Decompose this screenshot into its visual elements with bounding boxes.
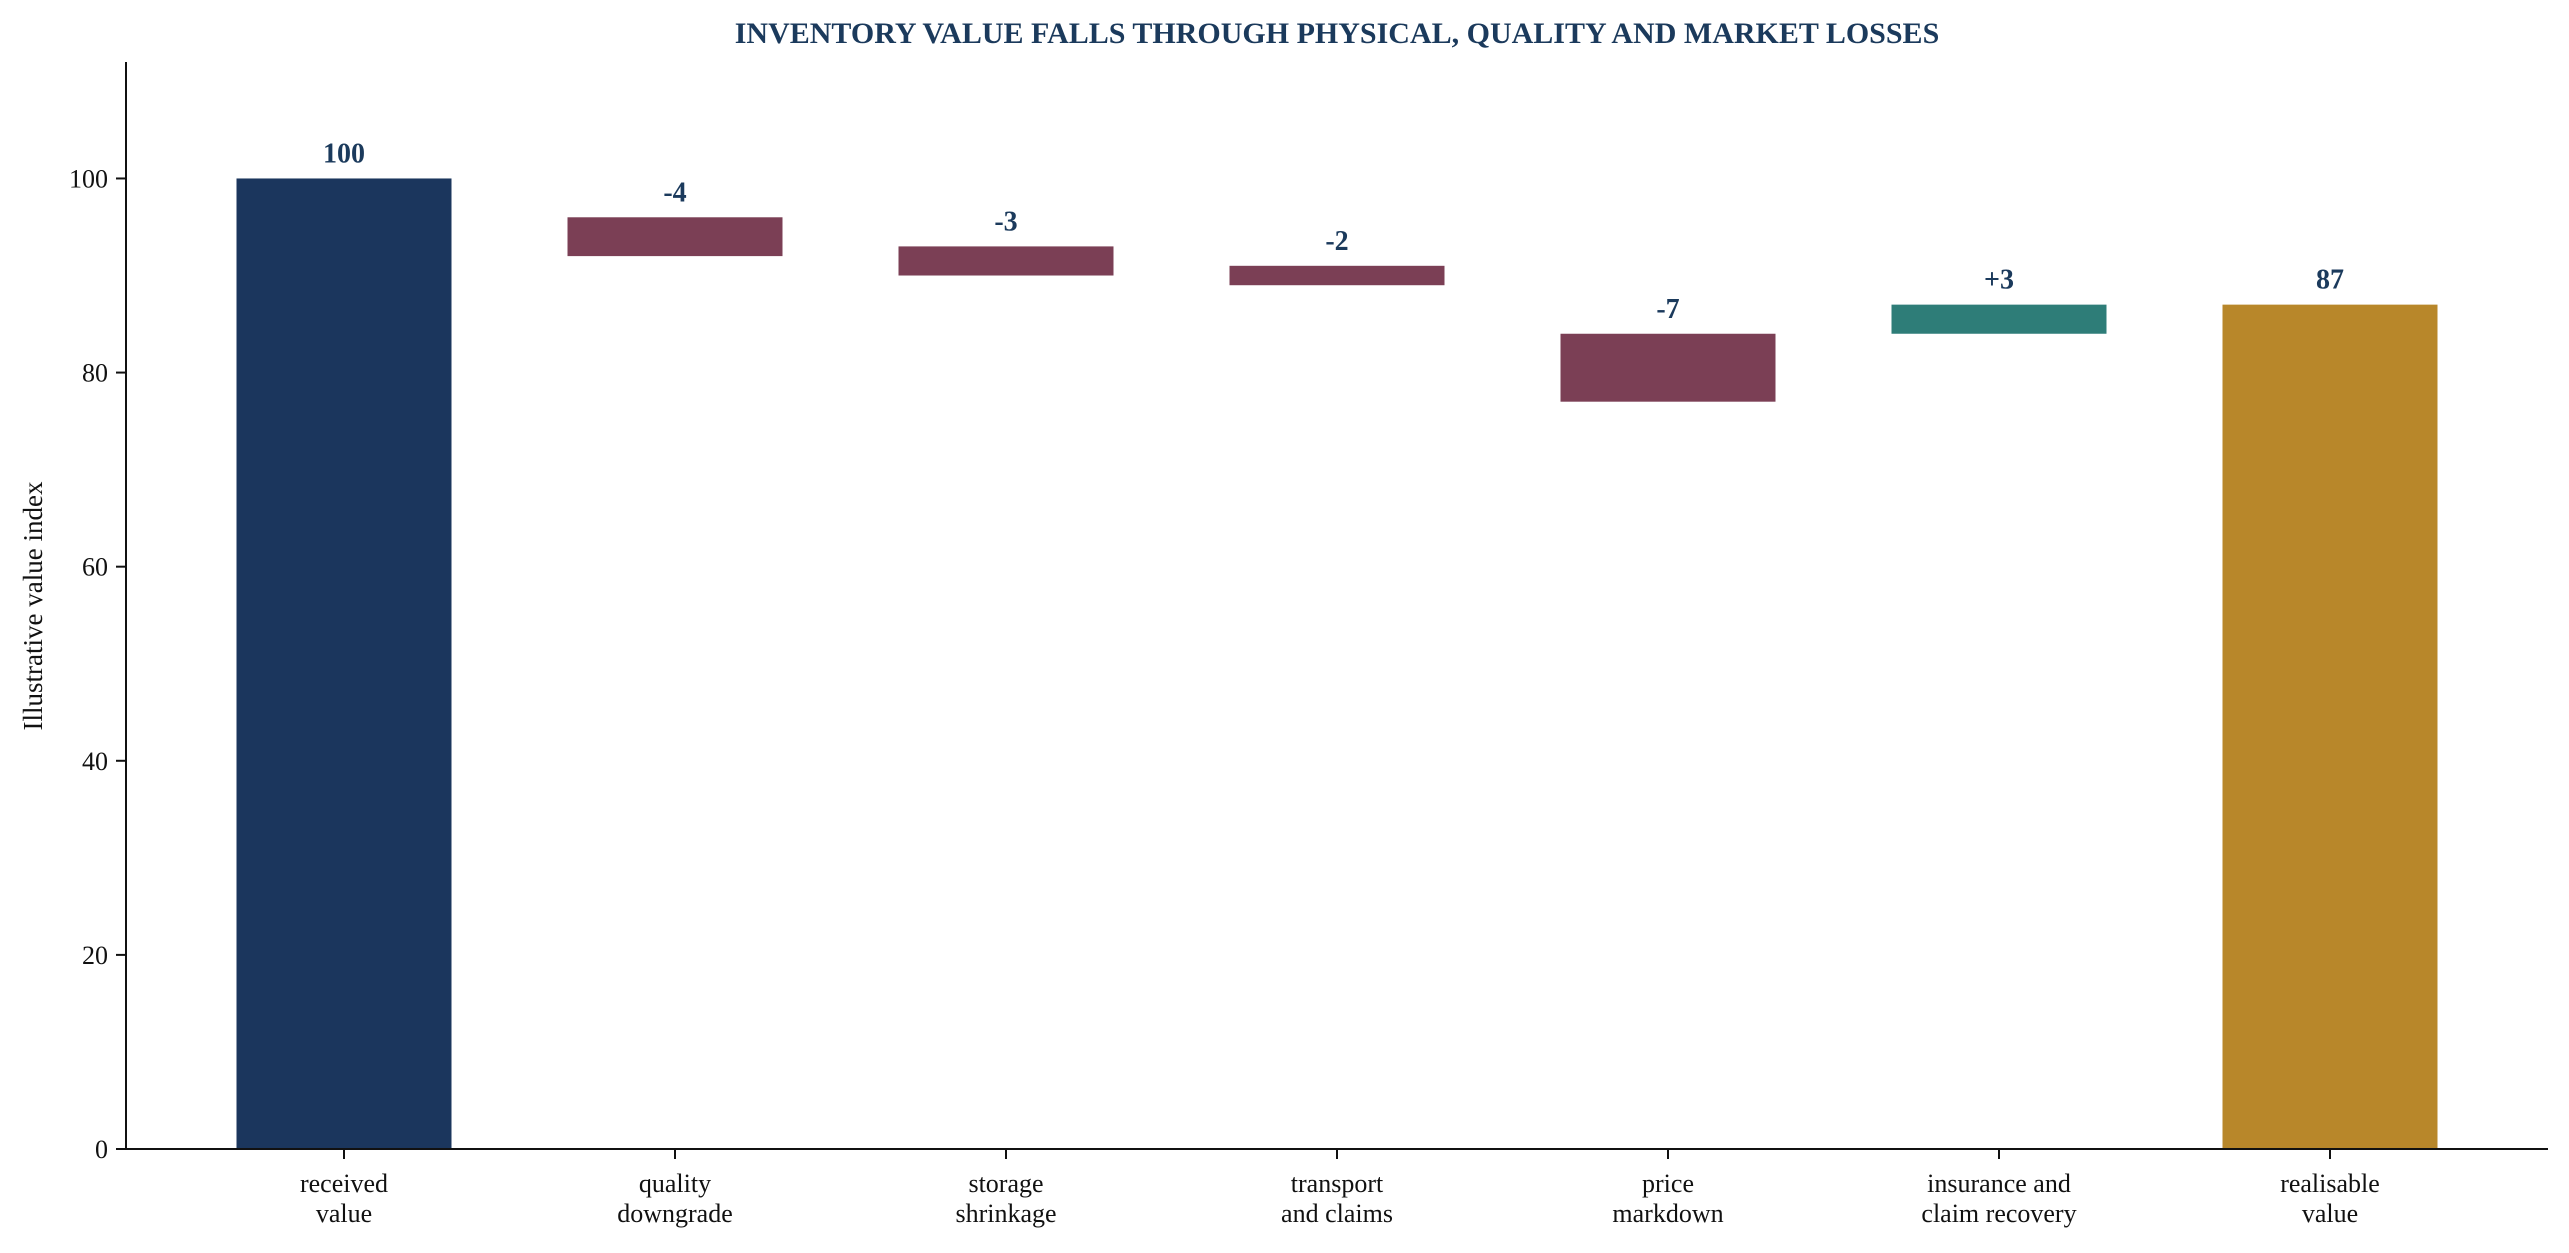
x-tick-label-line: transport [1291,1169,1384,1198]
data-label-2: -4 [663,177,686,208]
x-tick-label-line: shrinkage [955,1199,1056,1228]
data-label-7: 87 [2316,265,2344,296]
bar-6 [1891,304,2107,334]
data-label-1: 100 [323,138,365,169]
x-tick-label-line: downgrade [617,1199,733,1228]
x-tick-label-line: price [1642,1169,1694,1198]
x-tick-label-5: price markdown [1612,1169,1723,1228]
y-tick-label-80: 80 [82,359,108,388]
y-tick-label-60: 60 [82,553,108,582]
bar-2 [567,217,783,257]
data-label-5: -7 [1656,294,1679,325]
y-axis-label-group: Illustrative value index [18,481,48,730]
data-label-6: +3 [1984,265,2014,296]
x-tick-label-3: storage shrinkage [955,1169,1056,1228]
x-tick-label-line: claim recovery [1921,1199,2076,1228]
x-tick-label-line: insurance and [1927,1169,2071,1198]
x-tick-label-line: received [300,1169,388,1198]
data-label-4: -2 [1325,226,1348,257]
x-tick-label-line: storage [968,1169,1043,1198]
x-tick-label-line: quality [639,1169,711,1198]
bar-7 [2222,304,2438,1150]
y-tick-label-100: 100 [69,164,108,193]
x-tick-label-4: transport and claims [1281,1169,1393,1228]
x-tick-label-line: value [316,1199,372,1228]
y-tick-label-0: 0 [95,1135,108,1164]
x-tick-label-6: insurance and claim recovery [1921,1169,2076,1228]
x-tick-label-2: quality downgrade [617,1169,733,1228]
chart-title: INVENTORY VALUE FALLS THROUGH PHYSICAL, … [735,17,1940,50]
bar-1 [236,178,452,1149]
bars [236,178,2438,1150]
y-axis: 0 20 40 60 80 100 [69,62,127,1164]
bar-5 [1560,333,1776,402]
x-tick-label-7: realisable value [2280,1169,2380,1228]
y-tick-label-40: 40 [82,747,108,776]
y-axis-label: Illustrative value index [18,481,48,730]
x-tick-label-line: value [2302,1199,2358,1228]
x-tick-label-line: realisable [2280,1169,2380,1198]
bar-3 [898,246,1114,276]
y-tick-label-20: 20 [82,941,108,970]
x-tick-label-line: and claims [1281,1199,1393,1228]
data-labels: 100 -4 -3 -2 -7 +3 87 [323,138,2344,324]
x-tick-label-line: markdown [1612,1199,1723,1228]
data-label-3: -3 [994,206,1017,237]
x-tick-label-1: received value [300,1169,388,1228]
bar-4 [1229,265,1445,286]
